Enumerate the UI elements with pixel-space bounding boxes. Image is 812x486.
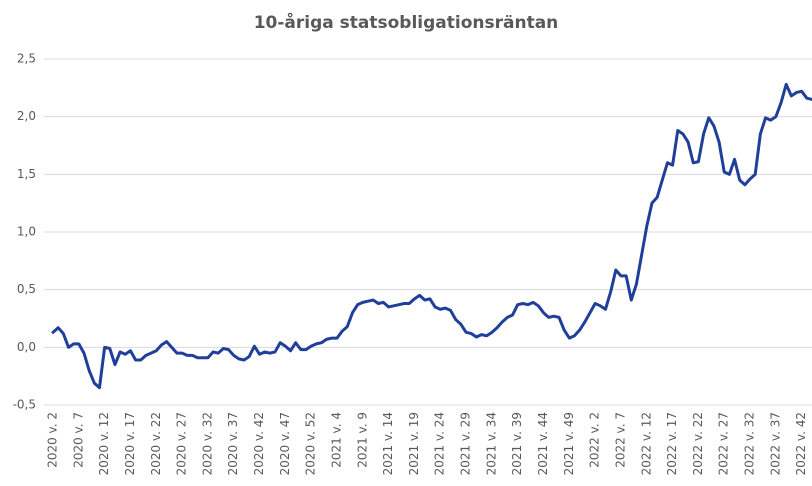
y-tick-label: 0,5	[17, 282, 36, 296]
y-tick-label: 2,0	[17, 109, 36, 123]
x-tick-label: 2020 v. 37	[226, 412, 240, 475]
x-tick-label: 2020 v. 27	[175, 412, 189, 475]
x-tick-label: 2022 v. 32	[743, 412, 757, 475]
x-tick-label: 2021 v. 39	[510, 412, 524, 475]
x-tick-label: 2022 v. 27	[717, 412, 731, 475]
x-tick-label: 2020 v. 52	[304, 412, 318, 475]
x-tick-label: 2020 v. 22	[149, 412, 163, 475]
x-tick-label: 2022 v. 2	[588, 412, 602, 468]
x-tick-label: 2020 v. 32	[200, 412, 214, 475]
x-tick-label: 2021 v. 9	[355, 412, 369, 468]
y-tick-label: 2,5	[17, 52, 36, 66]
x-tick-label: 2021 v. 44	[536, 412, 550, 475]
x-tick-label: 2021 v. 24	[433, 412, 447, 475]
x-tick-label: 2020 v. 7	[71, 412, 85, 468]
x-tick-label: 2021 v. 19	[407, 412, 421, 475]
data-line	[51, 82, 812, 390]
y-tick-label: 1,0	[17, 225, 36, 239]
y-tick-label: 1,5	[17, 167, 36, 181]
grid: -0,5 0,0 0,5 1,0 1,5 2,0 2,5 2020 v. 2 2020 v. 7…	[13, 52, 812, 475]
x-tick-label: 2021 v. 29	[459, 412, 473, 475]
x-tick-label: 2020 v. 42	[252, 412, 266, 475]
x-tick-label: 2022 v. 37	[768, 412, 782, 475]
x-tick-label: 2022 v. 12	[639, 412, 653, 475]
x-tick-label: 2020 v. 47	[278, 412, 292, 475]
x-tick-label: 2021 v. 14	[381, 412, 395, 475]
x-tick-label: 2022 v. 42	[794, 412, 808, 475]
x-tick-label: 2020 v. 2	[46, 412, 60, 468]
y-tick-label: 0,0	[17, 340, 36, 354]
x-tick-label: 2020 v. 17	[123, 412, 137, 475]
x-tick-label: 2020 v. 12	[97, 412, 111, 475]
x-tick-label: 2022 v. 7	[613, 412, 627, 468]
plot	[51, 82, 812, 390]
x-tick-label: 2021 v. 49	[562, 412, 576, 475]
y-tick-label: -0,5	[13, 398, 36, 412]
x-tick-label: 2022 v. 17	[665, 412, 679, 475]
chart-title: 10-åriga statsobligationsräntan	[254, 11, 559, 33]
x-tick-label: 2022 v. 22	[691, 412, 705, 475]
x-tick-label: 2021 v. 34	[484, 412, 498, 475]
x-tick-label: 2021 v. 4	[329, 412, 343, 468]
